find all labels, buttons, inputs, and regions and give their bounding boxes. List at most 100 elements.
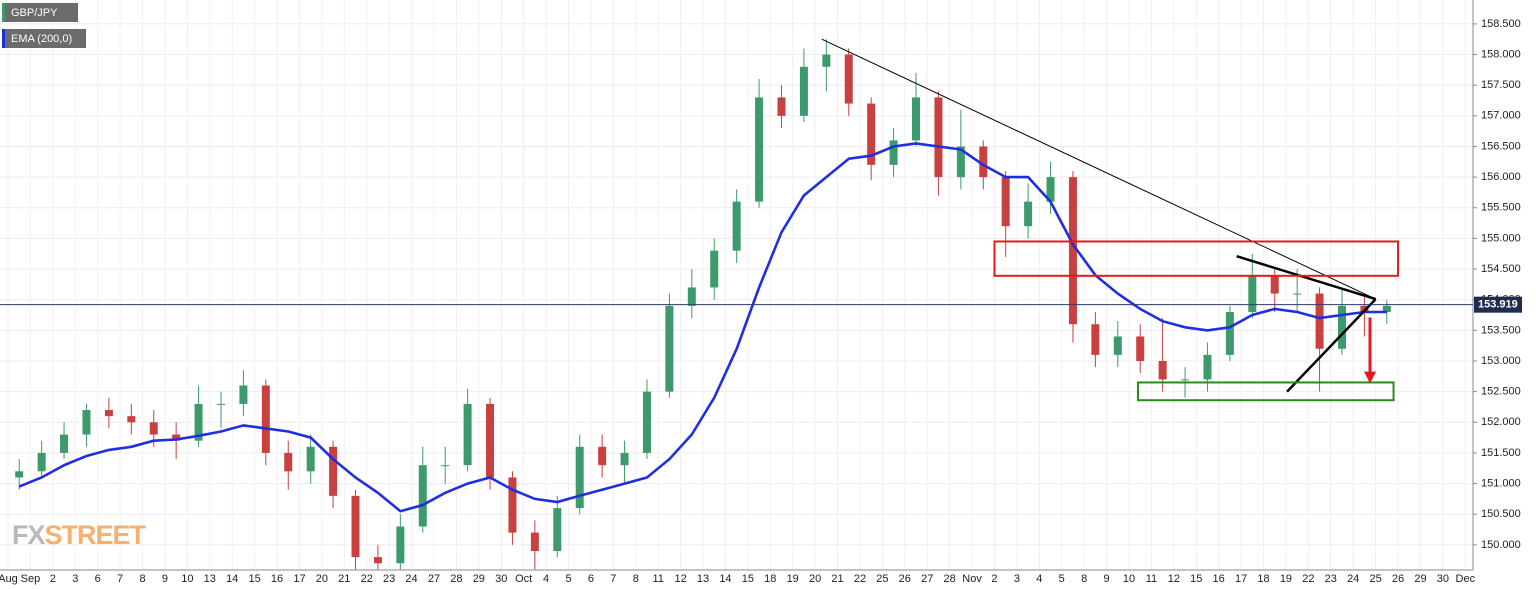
y-tick-label: 150.000 — [1481, 539, 1521, 551]
candle-body — [732, 201, 741, 251]
x-tick-label: 26 — [1392, 573, 1404, 585]
candle-body — [1068, 177, 1077, 325]
candle-body — [127, 416, 136, 423]
candle-body — [777, 97, 786, 116]
candle-body — [82, 410, 91, 435]
candle-body — [1337, 305, 1346, 349]
x-tick-label: Sep — [21, 573, 41, 585]
y-tick-label: 158.000 — [1481, 48, 1521, 60]
candle-body — [1225, 311, 1234, 355]
x-tick-label: 30 — [495, 573, 507, 585]
candle-body — [1113, 336, 1122, 355]
candle-body — [1046, 177, 1055, 202]
candle-body — [956, 146, 965, 178]
x-tick-label: 18 — [764, 573, 776, 585]
x-tick-label: Aug — [0, 573, 18, 585]
candle-body — [351, 495, 360, 558]
legend-swatch — [2, 3, 5, 22]
candle-body — [441, 465, 450, 467]
x-tick-label: 22 — [1302, 573, 1314, 585]
candle-body — [396, 526, 405, 564]
candle-body — [1158, 361, 1167, 380]
candle-body — [306, 446, 315, 472]
x-tick-label: 5 — [565, 573, 571, 585]
x-tick-label: 8 — [1081, 573, 1087, 585]
candle-body — [642, 391, 651, 453]
y-tick-label: 151.000 — [1481, 477, 1521, 489]
x-tick-label: 24 — [405, 573, 417, 585]
x-tick-label: 24 — [1347, 573, 1359, 585]
candle-body — [1382, 305, 1391, 312]
candle-body — [216, 403, 225, 405]
legend-label: EMA (200,0) — [11, 33, 72, 45]
candle-body — [284, 452, 293, 472]
x-tick-label: 11 — [1146, 573, 1157, 585]
x-tick-label: Oct — [515, 573, 532, 585]
x-tick-label: 3 — [1014, 573, 1020, 585]
candle-body — [486, 403, 495, 478]
candle-body — [329, 446, 338, 496]
candle-body — [665, 305, 674, 392]
x-tick-label: 2 — [991, 573, 997, 585]
x-tick-label: 10 — [1123, 573, 1135, 585]
x-tick-label: Dec — [1456, 573, 1476, 585]
y-tick-label: 150.500 — [1481, 508, 1521, 520]
ema-line — [18, 142, 1387, 513]
y-tick-label: 155.000 — [1481, 232, 1521, 244]
arrow-head — [1364, 371, 1377, 384]
candle-body — [261, 385, 270, 453]
watermark: FXSTREET — [12, 520, 147, 550]
x-tick-label: 7 — [117, 573, 123, 585]
candle-body — [867, 103, 876, 165]
x-tick-label: 22 — [854, 573, 866, 585]
x-tick-label: 9 — [1104, 573, 1110, 585]
candle-body — [172, 434, 181, 441]
y-tick-label: 155.500 — [1481, 202, 1521, 214]
candle-body — [1091, 324, 1100, 355]
x-tick-label: 20 — [316, 573, 328, 585]
candle-body — [530, 532, 539, 551]
x-tick-label: Nov — [962, 573, 982, 585]
resistance-zone — [993, 240, 1400, 277]
x-tick-label: 27 — [428, 573, 440, 585]
candle-body — [239, 385, 248, 404]
candle-body — [1360, 305, 1369, 312]
x-tick-label: 19 — [787, 573, 799, 585]
candle-body — [575, 446, 584, 509]
candle-body — [598, 446, 607, 466]
x-tick-label: 28 — [450, 573, 462, 585]
x-tick-label: 17 — [1235, 573, 1247, 585]
x-tick-label: 4 — [543, 573, 549, 585]
x-tick-label: 21 — [831, 573, 843, 585]
x-tick-label: 30 — [1437, 573, 1449, 585]
y-tick-label: 157.500 — [1481, 79, 1521, 91]
legend-swatch — [2, 29, 5, 48]
x-tick-label: 8 — [139, 573, 145, 585]
candle-body — [844, 54, 853, 104]
x-tick-label: 25 — [876, 573, 888, 585]
x-tick-label: 15 — [248, 573, 260, 585]
x-tick-label: 14 — [226, 573, 238, 585]
x-tick-label: 6 — [588, 573, 594, 585]
candle-body — [60, 434, 69, 453]
candle-body — [373, 557, 382, 564]
candle-body — [149, 422, 158, 435]
candle-body — [1024, 201, 1033, 227]
last-price-label: 153.919 — [1478, 299, 1518, 311]
x-tick-label: 21 — [338, 573, 350, 585]
x-tick-label: 10 — [181, 573, 193, 585]
x-tick-label: 5 — [1059, 573, 1065, 585]
last-price-tag — [1474, 296, 1522, 313]
candle-body — [934, 97, 943, 178]
y-tick-label: 158.500 — [1481, 18, 1521, 30]
x-tick-label: 17 — [293, 573, 305, 585]
trendline — [821, 38, 1376, 300]
x-tick-label: 2 — [50, 573, 56, 585]
x-tick-label: 14 — [719, 573, 731, 585]
candle-body — [553, 508, 562, 551]
x-tick-label: 12 — [1168, 573, 1180, 585]
x-tick-label: 12 — [674, 573, 686, 585]
support-zone — [1136, 381, 1395, 402]
